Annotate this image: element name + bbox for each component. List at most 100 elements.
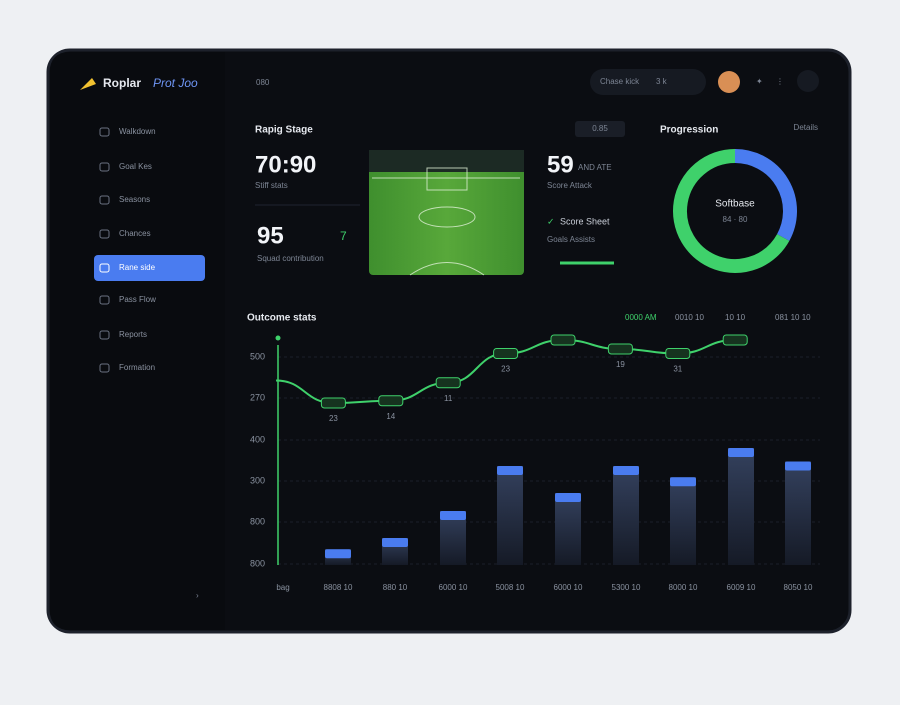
line-label: 23 xyxy=(501,365,510,374)
pitch-image xyxy=(369,150,524,276)
side-sub: Score Attack xyxy=(547,181,593,190)
line-label: 11 xyxy=(444,394,453,403)
x-label: 5300 10 xyxy=(612,583,641,592)
nav-icon xyxy=(99,363,110,373)
bar-cap xyxy=(382,538,408,547)
line-pill xyxy=(320,397,346,409)
brand-product: Prot Joo xyxy=(153,76,198,90)
nav-icon xyxy=(99,162,110,172)
bar-cap xyxy=(440,511,466,520)
x-label: 5008 10 xyxy=(496,583,525,592)
line-label: 19 xyxy=(616,360,625,369)
y-label: 300 xyxy=(250,475,265,485)
legend-item[interactable]: 0010 10 xyxy=(675,313,704,322)
bar-cap xyxy=(325,549,351,559)
card-button[interactable] xyxy=(575,121,625,137)
bar xyxy=(555,493,581,565)
nav-icon xyxy=(99,330,110,340)
donut-link[interactable]: Details xyxy=(794,123,818,132)
y-label: 500 xyxy=(250,351,265,361)
rating-sub: Squad contribution xyxy=(257,254,324,263)
settings[interactable] xyxy=(797,70,819,92)
line-pill xyxy=(493,348,519,359)
y-label: 270 xyxy=(250,392,265,402)
bar-cap xyxy=(670,477,696,487)
nav-label[interactable]: Seasons xyxy=(119,195,150,204)
x-label: bag xyxy=(276,583,289,592)
line-pill xyxy=(665,348,691,359)
sidebar xyxy=(50,52,225,630)
donut-segment xyxy=(734,149,797,241)
collapse[interactable]: › xyxy=(196,591,199,600)
nav-icon xyxy=(99,295,110,305)
donut xyxy=(673,149,797,273)
chart-title: Outcome stats xyxy=(247,313,317,324)
search-shortcut: 3 k xyxy=(656,77,668,86)
legend-item[interactable]: 10 10 xyxy=(725,313,746,322)
rating: 95 xyxy=(257,222,284,249)
score-sub: Stiff stats xyxy=(255,181,288,190)
x-label: 8050 10 xyxy=(784,583,813,592)
bar xyxy=(785,461,811,565)
x-label: 880 10 xyxy=(383,583,408,592)
breadcrumb: 080 xyxy=(256,78,270,87)
x-label: 8808 10 xyxy=(324,583,353,592)
y-label: 400 xyxy=(250,434,265,444)
axis-dot xyxy=(275,335,281,341)
nav-label[interactable]: Goal Kes xyxy=(119,162,152,171)
check-sub: Goals Assists xyxy=(547,235,595,244)
line-label: 14 xyxy=(386,412,395,421)
side-value: 59 xyxy=(547,151,574,178)
x-label: 6000 10 xyxy=(439,583,468,592)
bar xyxy=(613,466,639,565)
x-label: 6009 10 xyxy=(727,583,756,592)
line-pill xyxy=(550,334,576,346)
nav: Walkdown Goal Kes Seasons Chances Rane side P… xyxy=(99,127,156,373)
nav-label[interactable]: Pass Flow xyxy=(119,295,156,304)
chart: 500 270 400 300 800 800 bag 8808 10 880 10 6000 1… xyxy=(250,313,820,592)
line-label: 23 xyxy=(329,414,338,423)
legend-item[interactable]: 0000 AM xyxy=(625,313,657,322)
card-title: Rapig Stage xyxy=(255,125,313,136)
x-label: 8000 10 xyxy=(669,583,698,592)
nav-label[interactable]: Formation xyxy=(119,363,155,372)
line-label: 31 xyxy=(673,365,682,374)
line-pill xyxy=(435,377,461,389)
logo-icon xyxy=(80,78,96,90)
bar xyxy=(670,477,696,565)
bar-cap xyxy=(497,466,523,475)
nav-label[interactable]: Walkdown xyxy=(119,127,156,136)
bar-cap xyxy=(728,448,754,457)
donut-center: Softbase xyxy=(715,199,755,210)
bar xyxy=(728,448,754,565)
nav-label[interactable]: Reports xyxy=(119,330,147,339)
search-text: Chase kick xyxy=(600,77,640,86)
avatar[interactable] xyxy=(718,71,740,93)
nav-icon xyxy=(99,263,110,273)
menu[interactable]: ⋮ xyxy=(776,77,784,86)
rating-delta: 7 xyxy=(340,229,347,243)
search-box[interactable] xyxy=(590,69,706,95)
line-pill xyxy=(378,395,404,407)
nav-icon xyxy=(99,127,110,137)
bar-cap xyxy=(785,461,811,471)
active-item[interactable] xyxy=(94,255,205,281)
card-button-label: 0.85 xyxy=(592,124,608,133)
nav-icon xyxy=(99,229,110,239)
nav-label[interactable]: Chances xyxy=(119,229,151,238)
x-label: 6000 10 xyxy=(554,583,583,592)
check: ✓ xyxy=(547,216,555,226)
line-pill xyxy=(722,334,748,346)
bell[interactable]: ✦ xyxy=(756,77,763,86)
side-note: AND ATE xyxy=(578,163,612,172)
nav-icon xyxy=(99,195,110,205)
check-label: Score Sheet xyxy=(560,216,610,226)
legend-item[interactable]: 081 10 10 xyxy=(775,313,811,322)
nav-label[interactable]: Rane side xyxy=(119,263,156,272)
device-frame xyxy=(46,48,852,634)
bar-cap xyxy=(613,466,639,475)
line-pill xyxy=(607,343,633,355)
score: 70:90 xyxy=(255,151,316,178)
donut-sub: 84 · 80 xyxy=(723,215,748,224)
